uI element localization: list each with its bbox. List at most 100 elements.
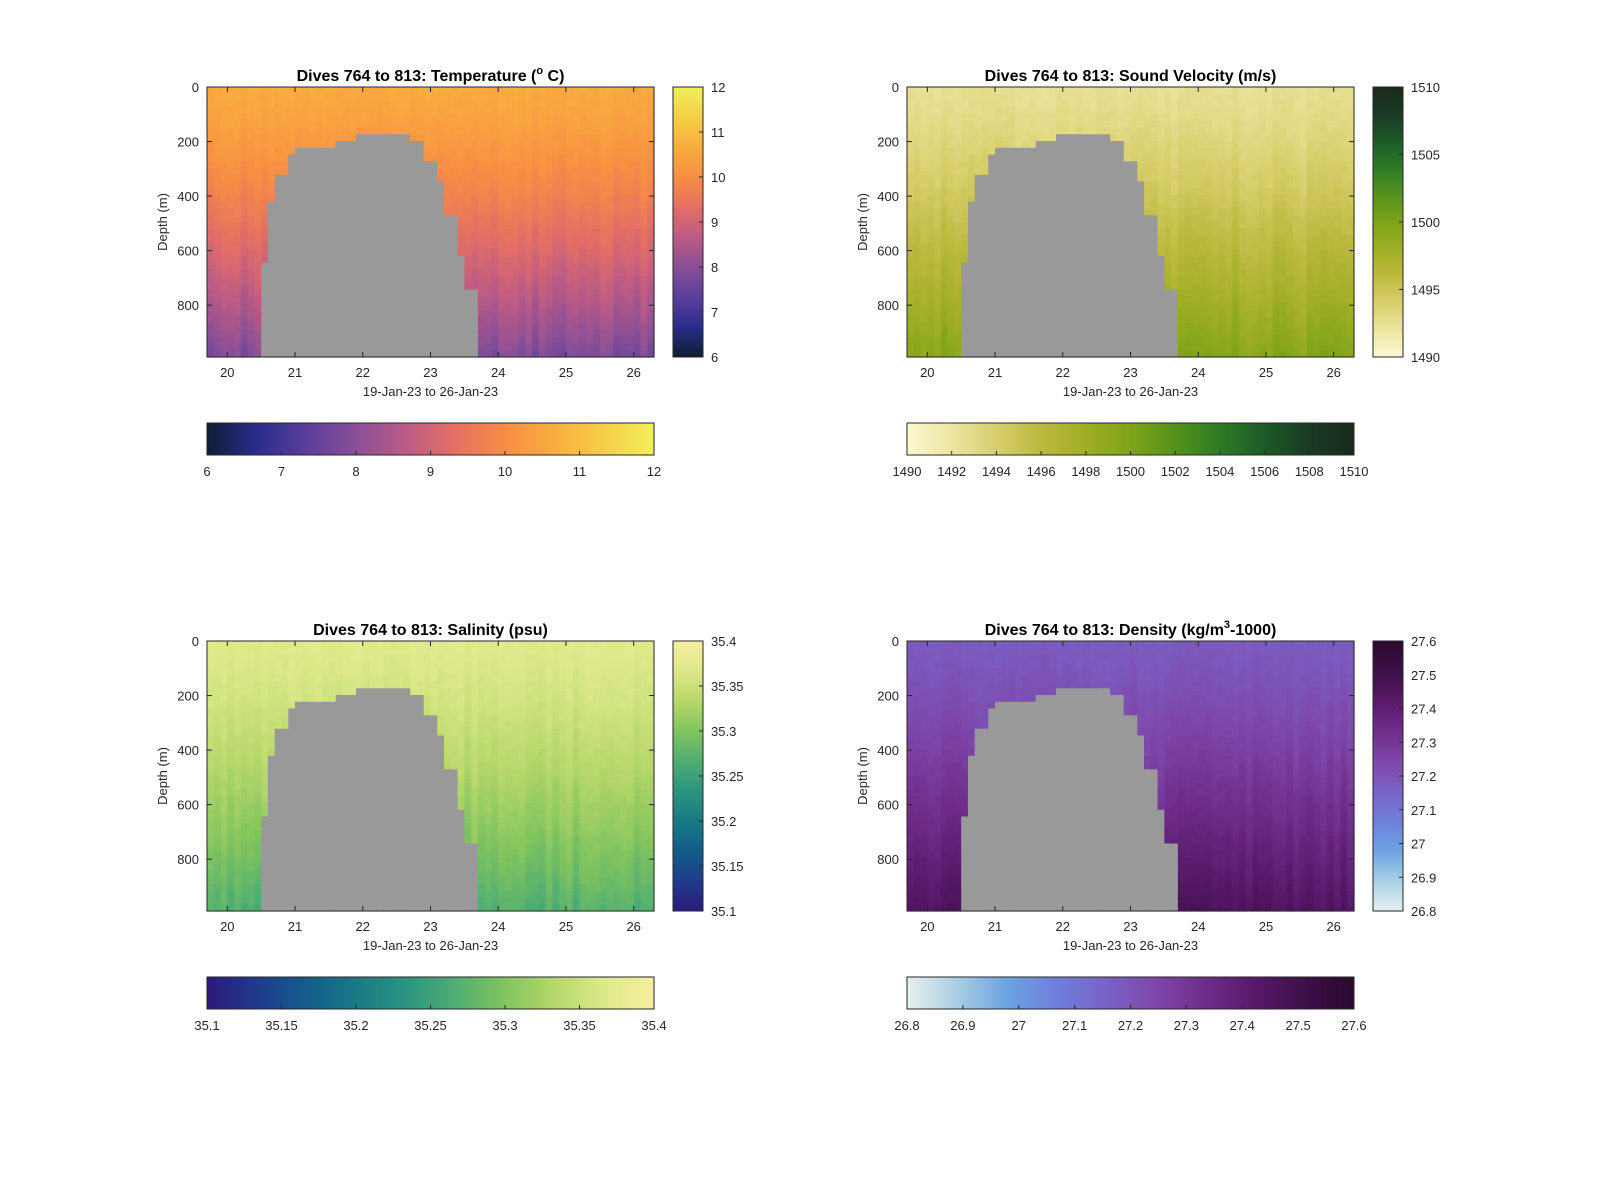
heatmap-cell xyxy=(1157,87,1165,95)
heatmap-cell xyxy=(220,222,228,230)
heatmap-cell xyxy=(1232,100,1240,108)
heatmap-cell xyxy=(498,93,506,102)
heatmap-cell xyxy=(954,262,962,270)
heatmap-cell xyxy=(967,174,976,183)
heatmap-cell xyxy=(1205,195,1213,203)
heatmap-cell xyxy=(552,134,560,142)
heatmap-cell xyxy=(281,114,289,122)
x-tick-label: 21 xyxy=(288,365,302,380)
heatmap-cell xyxy=(1259,114,1267,122)
heatmap-cell xyxy=(288,201,296,210)
heatmap-cell xyxy=(981,174,989,183)
heatmap-cell xyxy=(565,316,574,324)
heatmap-cell xyxy=(606,100,614,108)
y-tick-label: 0 xyxy=(192,80,199,95)
heatmap-cell xyxy=(907,336,915,345)
heatmap-cell xyxy=(586,147,594,156)
heatmap-cell xyxy=(913,269,922,277)
heatmap-cell xyxy=(423,222,432,230)
heatmap-cell xyxy=(213,107,222,115)
heatmap-cell xyxy=(410,93,418,102)
heatmap-cell xyxy=(559,222,567,230)
heatmap-cell xyxy=(586,249,594,257)
heatmap-cell xyxy=(288,323,296,331)
heatmap-cell xyxy=(484,201,493,210)
heatmap-cell xyxy=(356,343,364,351)
heatmap-cell xyxy=(376,107,384,115)
heatmap-cell xyxy=(1218,350,1226,358)
heatmap-cell xyxy=(981,228,989,237)
heatmap-cell xyxy=(1157,222,1165,230)
heatmap-cell xyxy=(988,181,996,189)
heatmap-cell xyxy=(1076,87,1084,95)
heatmap-cell xyxy=(477,336,486,345)
heatmap-cell xyxy=(1232,114,1240,122)
heatmap-cell xyxy=(261,154,269,162)
heatmap-cell xyxy=(1211,100,1220,108)
heatmap-cell xyxy=(599,134,608,142)
heatmap-cell xyxy=(599,208,608,216)
heatmap-cell xyxy=(1008,100,1016,108)
heatmap-cell xyxy=(532,161,540,169)
heatmap-cell xyxy=(1157,350,1165,358)
heatmap-cell xyxy=(342,134,350,142)
heatmap-cell xyxy=(967,316,976,324)
heatmap-cell xyxy=(342,255,350,264)
heatmap-cell xyxy=(981,161,989,169)
heatmap-cell xyxy=(315,120,323,129)
heatmap-cell xyxy=(620,350,628,358)
heatmap-cell xyxy=(254,343,262,351)
heatmap-cell xyxy=(1157,330,1165,338)
heatmap-cell xyxy=(505,289,513,297)
heatmap-cell xyxy=(1069,282,1077,291)
heatmap-cell xyxy=(227,174,235,183)
heatmap-cell xyxy=(308,161,316,169)
heatmap-cell xyxy=(1144,343,1152,351)
heatmap-cell xyxy=(613,120,621,129)
heatmap-cell xyxy=(1069,269,1077,277)
heatmap-cell xyxy=(545,242,554,250)
heatmap-cell xyxy=(430,350,438,358)
heatmap-cell xyxy=(1272,114,1281,122)
heatmap-cell xyxy=(988,228,996,237)
heatmap-cell xyxy=(1211,235,1220,243)
heatmap-cell xyxy=(416,303,425,311)
heatmap-cell xyxy=(981,249,989,257)
heatmap-cell xyxy=(1076,269,1084,277)
heatmap-cell xyxy=(498,127,506,135)
heatmap-cell xyxy=(1015,195,1023,203)
heatmap-cell xyxy=(267,87,276,95)
heatmap-cell xyxy=(1130,134,1138,142)
heatmap-cell xyxy=(1211,174,1220,183)
heatmap-cell xyxy=(606,114,614,122)
heatmap-cell xyxy=(423,289,432,297)
heatmap-cell xyxy=(565,87,574,95)
heatmap-cell xyxy=(988,161,996,169)
heatmap-cell xyxy=(1150,289,1159,297)
heatmap-cell xyxy=(207,107,215,115)
heatmap-cell xyxy=(1076,134,1084,142)
heatmap-cell xyxy=(1205,127,1213,135)
heatmap-cell xyxy=(301,107,310,115)
heatmap-cell xyxy=(593,303,601,311)
heatmap-cell xyxy=(1232,93,1240,102)
heatmap-cell xyxy=(1218,181,1226,189)
heatmap-cell xyxy=(1062,87,1071,95)
heatmap-cell xyxy=(1177,127,1186,135)
heatmap-cell xyxy=(464,235,472,243)
heatmap-cell xyxy=(213,100,222,108)
heatmap-cell xyxy=(234,161,242,169)
heatmap-cell xyxy=(1157,201,1165,210)
heatmap-cell xyxy=(1232,134,1240,142)
heatmap-cell xyxy=(1130,228,1138,237)
heatmap-cell xyxy=(1069,188,1077,196)
heatmap-cell xyxy=(362,120,371,129)
heatmap-cell xyxy=(1042,174,1050,183)
heatmap-cell xyxy=(552,154,560,162)
heatmap-cell xyxy=(1211,222,1220,230)
heatmap-cell xyxy=(1252,100,1260,108)
heatmap-cell xyxy=(362,289,371,297)
heatmap-cell xyxy=(308,255,316,264)
heatmap-cell xyxy=(981,195,989,203)
heatmap-cell xyxy=(1123,343,1132,351)
